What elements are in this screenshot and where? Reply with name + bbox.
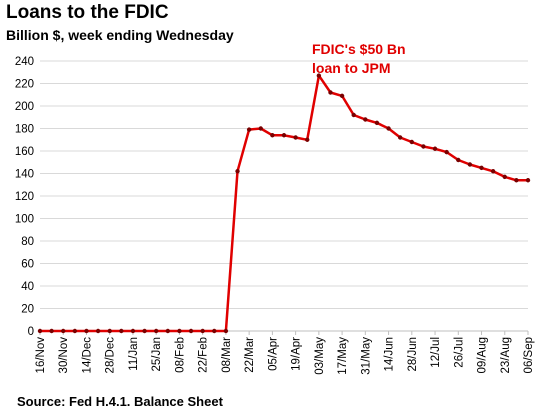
source-note: Source: Fed H.4.1. Balance Sheet — [17, 394, 223, 409]
x-tick-label: 26/Jul — [453, 337, 465, 368]
x-tick-label: 06/Sep — [523, 337, 535, 373]
data-point — [351, 112, 356, 118]
data-point — [316, 73, 322, 78]
x-tick-label: 12/Jul — [430, 337, 442, 368]
y-tick-label: 240 — [15, 56, 34, 68]
y-tick-label: 120 — [15, 191, 34, 203]
x-tick-label: 11/Jan — [128, 337, 140, 371]
x-tick-label: 30/Nov — [58, 337, 70, 374]
y-tick-label: 220 — [15, 79, 34, 91]
x-tick-label: 28/Jun — [407, 337, 419, 372]
x-tick-label: 23/Aug — [500, 337, 512, 373]
data-point — [270, 133, 275, 138]
x-tick-label: 14/Jun — [384, 337, 396, 372]
x-tick-label: 05/Apr — [267, 337, 279, 371]
data-point — [119, 328, 124, 334]
data-point — [165, 328, 171, 334]
data-point — [223, 328, 229, 334]
data-point — [409, 139, 415, 145]
y-tick-label: 0 — [28, 326, 34, 338]
data-point — [386, 126, 391, 131]
series-line — [40, 74, 528, 333]
y-tick-label: 40 — [21, 281, 34, 293]
data-point — [246, 127, 252, 132]
annotation-line-2: loan to JPM — [312, 60, 391, 76]
data-point — [339, 93, 345, 99]
data-point — [212, 328, 217, 334]
data-point — [200, 328, 205, 334]
data-point — [142, 328, 147, 334]
data-point — [502, 174, 507, 180]
data-point — [479, 165, 484, 171]
x-tick-label: 31/May — [360, 337, 372, 375]
x-tick-label: 09/Aug — [477, 337, 489, 373]
data-point — [432, 146, 438, 151]
data-point — [514, 178, 519, 183]
x-tick-label: 03/May — [314, 337, 326, 375]
x-tick-label: 08/Feb — [174, 337, 186, 373]
data-point — [467, 162, 473, 167]
x-tick-label: 17/May — [337, 337, 349, 375]
data-point — [328, 90, 333, 95]
data-point — [421, 144, 426, 149]
data-point — [37, 328, 43, 334]
y-tick-label: 180 — [15, 124, 34, 136]
data-point — [397, 135, 403, 140]
x-tick-label: 14/Dec — [81, 337, 93, 374]
data-point — [95, 328, 101, 334]
y-tick-label: 100 — [15, 214, 34, 226]
data-point — [293, 135, 298, 140]
data-point — [177, 328, 182, 334]
x-tick-label: 08/Mar — [221, 337, 233, 373]
y-tick-label: 200 — [15, 101, 34, 113]
x-tick-label: 22/Feb — [198, 337, 210, 373]
data-point — [281, 133, 287, 138]
jpm-loan-annotation: FDIC's $50 Bn loan to JPM — [312, 40, 406, 78]
data-point — [107, 328, 112, 334]
data-point — [49, 328, 54, 334]
chart-title: Loans to the FDIC — [6, 2, 169, 23]
data-point — [444, 149, 449, 155]
data-point — [374, 120, 380, 126]
data-point — [525, 178, 531, 183]
x-tick-label: 19/Apr — [291, 337, 303, 371]
x-tick-label: 22/Mar — [244, 337, 256, 373]
data-point — [130, 328, 136, 334]
x-tick-label: 28/Dec — [105, 337, 117, 374]
data-point — [84, 328, 89, 334]
data-point — [72, 328, 78, 334]
x-tick-label: 16/Nov — [35, 337, 47, 374]
data-point — [235, 169, 240, 174]
data-point — [258, 126, 263, 131]
y-tick-label: 60 — [21, 259, 34, 271]
data-point — [305, 137, 310, 142]
y-tick-label: 20 — [21, 304, 34, 316]
y-tick-label: 80 — [21, 236, 34, 248]
data-point — [363, 117, 368, 122]
y-tick-label: 160 — [15, 146, 34, 158]
chart-subtitle: Billion $, week ending Wednesday — [6, 27, 234, 43]
data-point — [61, 328, 66, 334]
data-point — [456, 157, 461, 163]
y-tick-label: 140 — [15, 169, 34, 181]
data-point — [490, 169, 496, 174]
data-point — [153, 328, 159, 334]
x-tick-label: 25/Jan — [151, 337, 163, 372]
annotation-line-1: FDIC's $50 Bn — [312, 41, 406, 57]
data-point — [188, 328, 194, 334]
